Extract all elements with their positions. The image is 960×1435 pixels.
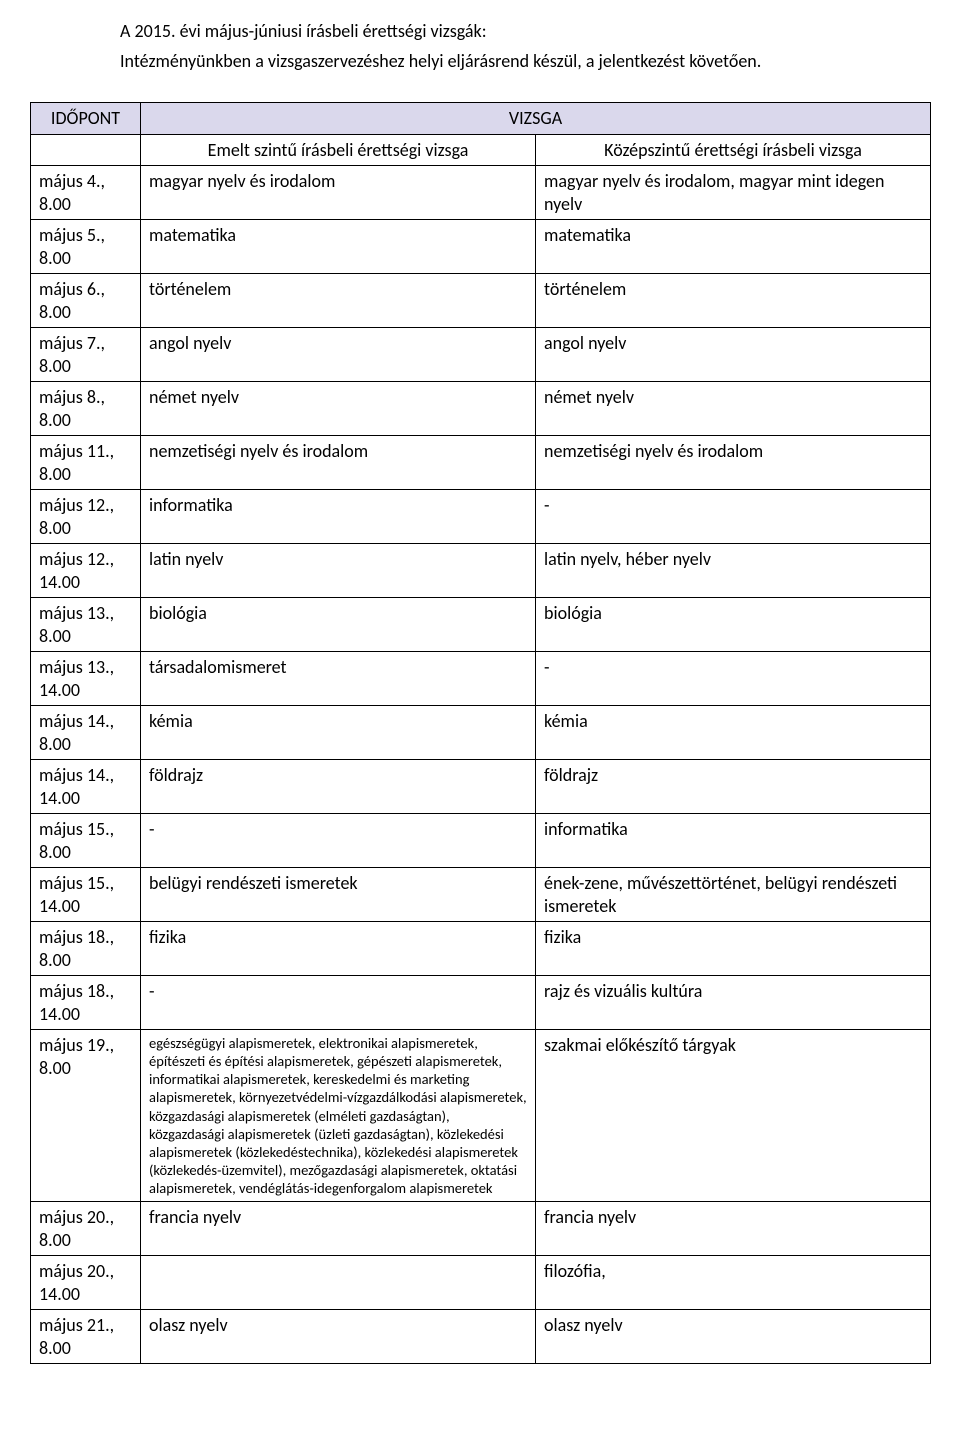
cell-emelt: német nyelv: [141, 382, 536, 436]
intro-line-2: Intézményünkben a vizsgaszervezéshez hel…: [120, 50, 930, 72]
cell-emelt: olasz nyelv: [141, 1310, 536, 1364]
cell-kozep: ének-zene, művészettörténet, belügyi ren…: [536, 868, 931, 922]
cell-date: május 13., 14.00: [31, 652, 141, 706]
table-row: május 5., 8.00 matematika matematika: [31, 220, 931, 274]
cell-kozep: nemzetiségi nyelv és irodalom: [536, 436, 931, 490]
cell-kozep: olasz nyelv: [536, 1310, 931, 1364]
header-date: IDŐPONT: [31, 103, 141, 135]
cell-emelt: nemzetiségi nyelv és irodalom: [141, 436, 536, 490]
cell-date: május 11., 8.00: [31, 436, 141, 490]
cell-kozep: történelem: [536, 274, 931, 328]
cell-kozep: biológia: [536, 598, 931, 652]
table-row: május 20., 14.00 filozófia,: [31, 1256, 931, 1310]
cell-emelt: francia nyelv: [141, 1202, 536, 1256]
cell-emelt: angol nyelv: [141, 328, 536, 382]
cell-emelt: belügyi rendészeti ismeretek: [141, 868, 536, 922]
cell-date: május 12., 14.00: [31, 544, 141, 598]
table-row: május 14., 14.00 földrajz földrajz: [31, 760, 931, 814]
cell-kozep: kémia: [536, 706, 931, 760]
cell-emelt: magyar nyelv és irodalom: [141, 166, 536, 220]
table-row: május 13., 14.00 társadalomismeret -: [31, 652, 931, 706]
cell-kozep: szakmai előkészítő tárgyak: [536, 1030, 931, 1202]
cell-emelt: fizika: [141, 922, 536, 976]
subheader-blank: [31, 134, 141, 166]
table-row: május 14., 8.00 kémia kémia: [31, 706, 931, 760]
table-row: május 18., 8.00 fizika fizika: [31, 922, 931, 976]
cell-date: május 7., 8.00: [31, 328, 141, 382]
table-row: május 20., 8.00 francia nyelv francia ny…: [31, 1202, 931, 1256]
table-row: május 11., 8.00 nemzetiségi nyelv és iro…: [31, 436, 931, 490]
cell-kozep: matematika: [536, 220, 931, 274]
table-row: május 7., 8.00 angol nyelv angol nyelv: [31, 328, 931, 382]
cell-kozep: fizika: [536, 922, 931, 976]
table-row: május 4., 8.00 magyar nyelv és irodalom …: [31, 166, 931, 220]
intro-block: A 2015. évi május-júniusi írásbeli érett…: [120, 20, 930, 72]
header-exam: VIZSGA: [141, 103, 931, 135]
cell-date: május 5., 8.00: [31, 220, 141, 274]
exam-schedule-table: IDŐPONT VIZSGA Emelt szintű írásbeli ére…: [30, 102, 931, 1364]
cell-emelt: társadalomismeret: [141, 652, 536, 706]
table-row: május 6., 8.00 történelem történelem: [31, 274, 931, 328]
cell-emelt: kémia: [141, 706, 536, 760]
cell-kozep: -: [536, 652, 931, 706]
table-row: május 19., 8.00 egészségügyi alapismeret…: [31, 1030, 931, 1202]
cell-emelt: egészségügyi alapismeretek, elektronikai…: [141, 1030, 536, 1202]
cell-date: május 14., 8.00: [31, 706, 141, 760]
subheader-kozep: Középszintű érettségi írásbeli vizsga: [536, 134, 931, 166]
cell-date: május 21., 8.00: [31, 1310, 141, 1364]
table-subheader-row: Emelt szintű írásbeli érettségi vizsga K…: [31, 134, 931, 166]
cell-emelt: földrajz: [141, 760, 536, 814]
table-row: május 13., 8.00 biológia biológia: [31, 598, 931, 652]
intro-line-1: A 2015. évi május-júniusi írásbeli érett…: [120, 20, 930, 42]
cell-emelt: történelem: [141, 274, 536, 328]
table-header-row: IDŐPONT VIZSGA: [31, 103, 931, 135]
cell-kozep: német nyelv: [536, 382, 931, 436]
cell-date: május 20., 14.00: [31, 1256, 141, 1310]
cell-emelt: -: [141, 814, 536, 868]
cell-date: május 18., 8.00: [31, 922, 141, 976]
cell-kozep: angol nyelv: [536, 328, 931, 382]
cell-emelt: [141, 1256, 536, 1310]
cell-date: május 18., 14.00: [31, 976, 141, 1030]
cell-kozep: -: [536, 490, 931, 544]
cell-date: május 14., 14.00: [31, 760, 141, 814]
cell-date: május 15., 8.00: [31, 814, 141, 868]
cell-kozep: földrajz: [536, 760, 931, 814]
subheader-emelt: Emelt szintű írásbeli érettségi vizsga: [141, 134, 536, 166]
cell-emelt: latin nyelv: [141, 544, 536, 598]
cell-kozep: rajz és vizuális kultúra: [536, 976, 931, 1030]
cell-kozep: magyar nyelv és irodalom, magyar mint id…: [536, 166, 931, 220]
cell-kozep: latin nyelv, héber nyelv: [536, 544, 931, 598]
table-row: május 8., 8.00 német nyelv német nyelv: [31, 382, 931, 436]
cell-emelt: matematika: [141, 220, 536, 274]
cell-date: május 19., 8.00: [31, 1030, 141, 1202]
cell-kozep: informatika: [536, 814, 931, 868]
cell-kozep: francia nyelv: [536, 1202, 931, 1256]
cell-date: május 15., 14.00: [31, 868, 141, 922]
cell-date: május 8., 8.00: [31, 382, 141, 436]
table-row: május 12., 8.00 informatika -: [31, 490, 931, 544]
cell-date: május 4., 8.00: [31, 166, 141, 220]
cell-emelt: informatika: [141, 490, 536, 544]
table-row: május 15., 14.00 belügyi rendészeti isme…: [31, 868, 931, 922]
cell-date: május 6., 8.00: [31, 274, 141, 328]
table-row: május 18., 14.00 - rajz és vizuális kult…: [31, 976, 931, 1030]
cell-kozep: filozófia,: [536, 1256, 931, 1310]
cell-date: május 12., 8.00: [31, 490, 141, 544]
table-row: május 15., 8.00 - informatika: [31, 814, 931, 868]
cell-date: május 13., 8.00: [31, 598, 141, 652]
cell-emelt: biológia: [141, 598, 536, 652]
cell-emelt: -: [141, 976, 536, 1030]
table-row: május 12., 14.00 latin nyelv latin nyelv…: [31, 544, 931, 598]
table-row: május 21., 8.00 olasz nyelv olasz nyelv: [31, 1310, 931, 1364]
cell-date: május 20., 8.00: [31, 1202, 141, 1256]
